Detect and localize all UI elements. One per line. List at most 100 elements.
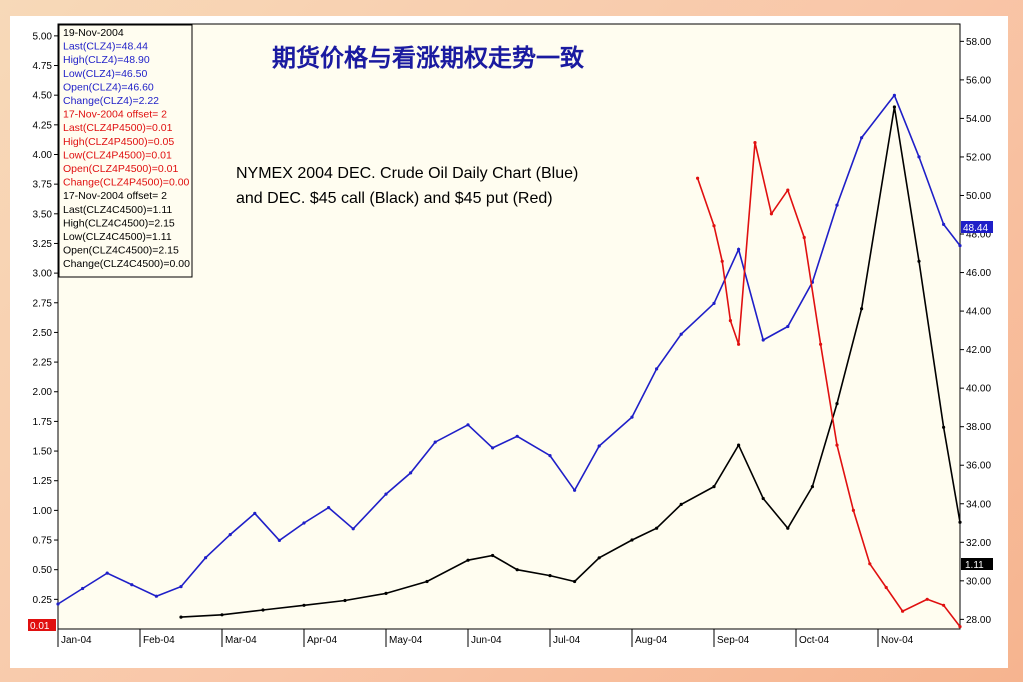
series-point (942, 222, 946, 226)
left-tick-label: 3.00 (33, 269, 53, 280)
series-point (868, 562, 872, 566)
legend-line: Change(CLZ4P4500)=0.00 (63, 177, 190, 189)
series-point (712, 301, 716, 305)
legend-line: High(CLZ4P4500)=0.05 (63, 136, 174, 148)
x-axis: Jan-04 Feb-04 Mar-04 Apr-04 May-04 Jun-04 Jul-… (57, 629, 914, 647)
series-point (942, 603, 946, 607)
right-tick-label: 58.00 (966, 37, 991, 48)
series-point (884, 585, 888, 590)
legend-line: Change(CLZ4)=2.22 (63, 95, 159, 107)
legend-line: Open(CLZ4)=46.60 (63, 81, 154, 93)
left-tick-label: 2.00 (33, 387, 53, 398)
series-point (835, 402, 839, 406)
series-point (835, 203, 839, 207)
series-point (835, 443, 839, 447)
series-point (819, 342, 823, 346)
left-tick-label: 1.00 (33, 506, 53, 517)
series-point (154, 594, 158, 598)
right-last-call-badge-text: 1.11 (965, 560, 984, 571)
series-point (491, 446, 495, 450)
chart-title: 期货价格与看涨期权走势一致 (272, 44, 585, 72)
series-point (384, 492, 388, 496)
right-tick-label: 38.00 (966, 422, 991, 433)
right-tick-label: 28.00 (966, 615, 991, 626)
series-point (786, 188, 790, 192)
series-point (753, 141, 757, 145)
left-tick-label: 4.25 (33, 120, 53, 131)
legend-line: High(CLZ4C4500)=2.15 (63, 217, 175, 229)
x-tick-label: Jan-04 (61, 635, 92, 646)
x-tick-label: Jun-04 (471, 635, 502, 646)
series-point (466, 558, 470, 562)
x-tick-label: Jul-04 (553, 635, 581, 646)
series-point (712, 485, 716, 489)
left-tick-label: 0.50 (33, 565, 53, 576)
x-tick-label: Apr-04 (307, 635, 337, 646)
series-point (860, 307, 864, 311)
legend-line: High(CLZ4)=48.90 (63, 54, 150, 66)
left-tick-label: 3.25 (33, 239, 53, 250)
series-point (277, 538, 281, 543)
series-point (302, 521, 306, 525)
series-point (204, 556, 208, 560)
series-point (327, 506, 331, 510)
series-point (958, 244, 962, 248)
series-point (802, 235, 806, 240)
legend-line: Low(CLZ4)=46.50 (63, 68, 147, 80)
series-point (384, 591, 388, 596)
series-point (761, 338, 765, 342)
series-point (712, 224, 716, 228)
series-point (679, 502, 683, 506)
series-point (515, 568, 519, 572)
series-point (901, 609, 905, 613)
left-last-badge: 0.01 (28, 619, 56, 632)
right-tick-label: 46.00 (966, 268, 991, 279)
series-point (925, 597, 929, 601)
left-tick-label: 0.75 (33, 536, 53, 547)
series-point (433, 440, 437, 444)
series-point (786, 324, 790, 329)
legend-line: Change(CLZ4C4500)=0.00 (63, 258, 190, 270)
series-line (57, 93, 961, 605)
right-tick-label: 50.00 (966, 191, 991, 202)
series-point (81, 586, 85, 591)
x-tick-label: Aug-04 (635, 635, 668, 646)
legend-line: Last(CLZ4C4500)=1.11 (63, 204, 172, 216)
left-tick-label: 1.50 (33, 447, 53, 458)
legend-line: 19-Nov-2004 (63, 27, 124, 39)
right-axis: 58.00 56.00 54.00 52.00 50.00 48.00 46.00 44.00… (960, 37, 991, 626)
series-point (958, 520, 962, 524)
series-point (761, 496, 765, 501)
right-tick-label: 48.00 (966, 230, 991, 241)
series-point (425, 579, 429, 584)
left-axis: 5.00 4.75 4.50 4.25 4.00 3.75 3.50 3.25 3.00 2.75… (33, 31, 58, 606)
series-point (220, 613, 224, 617)
left-last-badge-text: 0.01 (30, 621, 50, 632)
series-layer (56, 93, 962, 629)
x-tick-label: Mar-04 (225, 635, 257, 646)
right-tick-label: 36.00 (966, 461, 991, 472)
series-point (630, 415, 634, 419)
legend-line: Open(CLZ4P4500)=0.01 (63, 163, 178, 175)
series-point (942, 425, 946, 429)
series-point (515, 434, 519, 438)
legend: 19-Nov-2004 Last(CLZ4)=48.44High(CLZ4)=48… (63, 27, 190, 270)
series-point (573, 488, 577, 492)
right-tick-label: 32.00 (966, 538, 991, 549)
left-tick-label: 1.75 (33, 417, 53, 428)
series-point (409, 471, 413, 475)
left-tick-label: 3.50 (33, 209, 53, 220)
x-tick-label: Sep-04 (717, 635, 750, 646)
series-point (179, 585, 183, 589)
series-point (253, 511, 257, 515)
right-tick-label: 54.00 (966, 114, 991, 125)
series-point (491, 553, 495, 558)
x-tick-label: May-04 (389, 635, 423, 646)
legend-box (58, 24, 193, 278)
series-point (786, 526, 790, 530)
series-point (851, 508, 856, 512)
right-tick-label: 40.00 (966, 384, 991, 395)
left-tick-label: 5.00 (33, 31, 53, 42)
series-point (917, 155, 921, 159)
x-tick-label: Nov-04 (881, 635, 914, 646)
